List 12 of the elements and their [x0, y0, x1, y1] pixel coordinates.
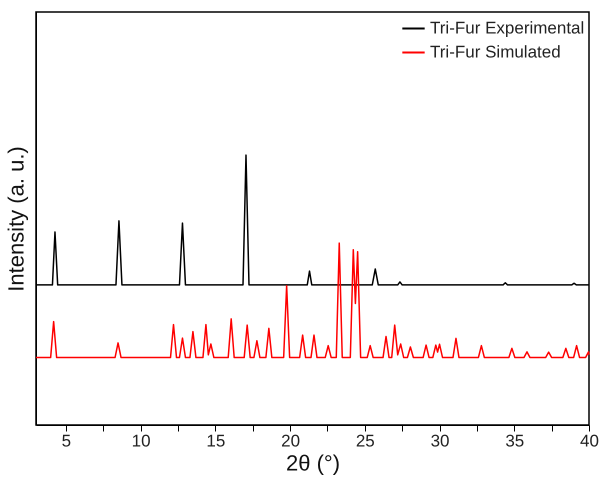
x-tick-label: 40 [580, 432, 599, 450]
x-tick-label: 35 [505, 432, 524, 450]
x-tick-label: 20 [281, 432, 300, 450]
legend-label: Tri-Fur Experimental [430, 18, 584, 38]
y-axis-title: Intensity (a. u.) [4, 146, 28, 292]
x-tick-label: 15 [206, 432, 226, 450]
x-axis-title: 2θ (°) [286, 450, 340, 476]
x-tick-label: 25 [356, 432, 375, 450]
legend-label: Tri-Fur Simulated [430, 42, 561, 62]
x-tick-label: 5 [62, 432, 72, 450]
x-tick-label: 30 [430, 432, 450, 450]
x-tick-label: 10 [132, 432, 151, 450]
